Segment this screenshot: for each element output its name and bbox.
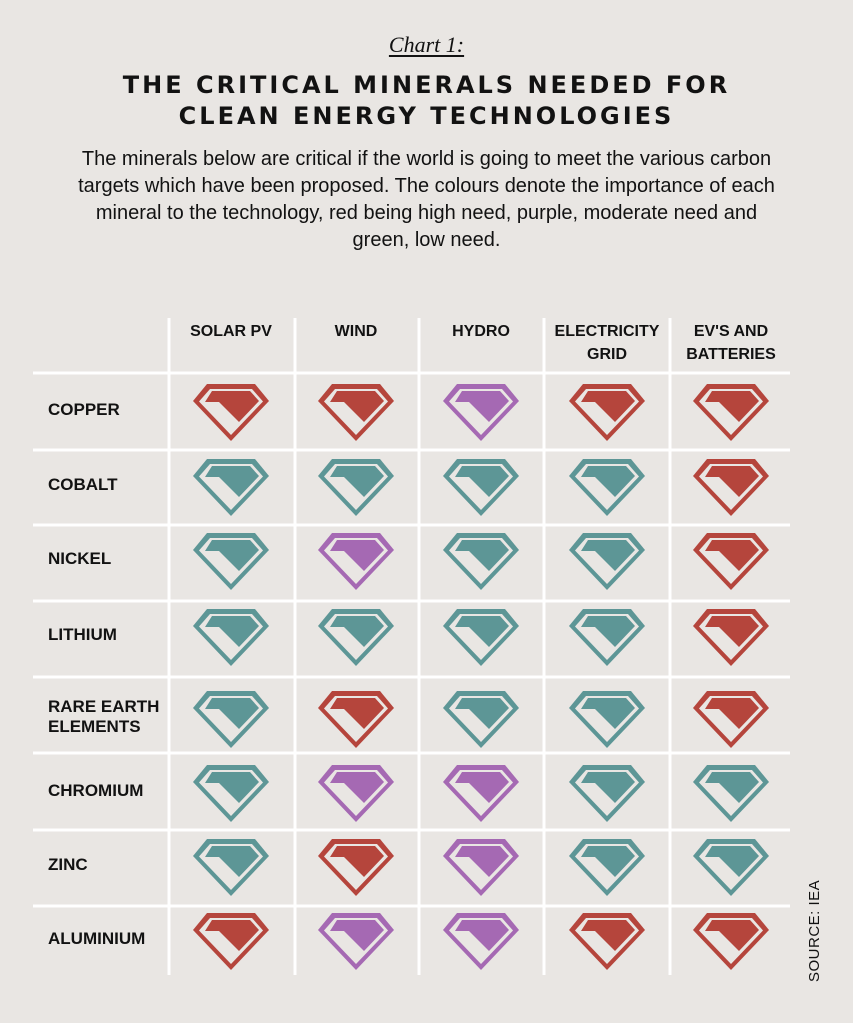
row-label-copper: COPPER bbox=[48, 400, 120, 419]
gem-rare-earth-elements-ev-s-and-batteries-high bbox=[693, 691, 769, 748]
gem-lithium-wind-low bbox=[318, 609, 394, 666]
column-header-hydro: HYDRO bbox=[452, 323, 510, 340]
gem-zinc-electricity-grid-low bbox=[569, 839, 645, 896]
gem-aluminium-wind-moderate bbox=[318, 913, 394, 970]
chart-title: THE CRITICAL MINERALS NEEDED FOR CLEAN E… bbox=[0, 70, 853, 132]
chart-title-line-1: THE CRITICAL MINERALS NEEDED FOR bbox=[122, 71, 731, 99]
gem-aluminium-ev-s-and-batteries-high bbox=[693, 913, 769, 970]
chart-title-line-2: CLEAN ENERGY TECHNOLOGIES bbox=[178, 102, 675, 130]
column-header-solar-pv: SOLAR PV bbox=[190, 323, 272, 340]
gem-rare-earth-elements-wind-high bbox=[318, 691, 394, 748]
chart-label: Chart 1: bbox=[388, 32, 465, 57]
gem-nickel-hydro-low bbox=[443, 533, 519, 590]
gem-zinc-wind-high bbox=[318, 839, 394, 896]
gem-nickel-wind-moderate bbox=[318, 533, 394, 590]
row-label-aluminium: ALUMINIUM bbox=[48, 929, 145, 948]
gem-nickel-solar-pv-low bbox=[193, 533, 269, 590]
gem-copper-ev-s-and-batteries-high bbox=[693, 384, 769, 441]
gem-lithium-electricity-grid-low bbox=[569, 609, 645, 666]
gem-chromium-hydro-moderate bbox=[443, 765, 519, 822]
gem-cobalt-ev-s-and-batteries-high bbox=[693, 459, 769, 516]
gem-nickel-electricity-grid-low bbox=[569, 533, 645, 590]
gem-zinc-solar-pv-low bbox=[193, 839, 269, 896]
gem-aluminium-solar-pv-high bbox=[193, 913, 269, 970]
gem-chromium-wind-moderate bbox=[318, 765, 394, 822]
gem-lithium-solar-pv-low bbox=[193, 609, 269, 666]
column-header-electricity-grid: ELECTRICITY GRID bbox=[555, 323, 660, 363]
row-label-lithium: LITHIUM bbox=[48, 625, 117, 644]
gem-rare-earth-elements-solar-pv-low bbox=[193, 691, 269, 748]
row-label-nickel: NICKEL bbox=[48, 549, 111, 568]
gem-chromium-electricity-grid-low bbox=[569, 765, 645, 822]
gem-zinc-ev-s-and-batteries-low bbox=[693, 839, 769, 896]
gem-lithium-ev-s-and-batteries-high bbox=[693, 609, 769, 666]
gem-chromium-ev-s-and-batteries-low bbox=[693, 765, 769, 822]
gem-copper-electricity-grid-high bbox=[569, 384, 645, 441]
column-header-ev-s-and-batteries: EV'S AND BATTERIES bbox=[686, 323, 776, 363]
gem-rare-earth-elements-hydro-low bbox=[443, 691, 519, 748]
row-label-zinc: ZINC bbox=[48, 855, 88, 874]
gem-chromium-solar-pv-low bbox=[193, 765, 269, 822]
gem-rare-earth-elements-electricity-grid-low bbox=[569, 691, 645, 748]
gem-lithium-hydro-low bbox=[443, 609, 519, 666]
column-header-wind: WIND bbox=[335, 323, 378, 340]
gem-cobalt-electricity-grid-low bbox=[569, 459, 645, 516]
row-label-chromium: CHROMIUM bbox=[48, 781, 143, 800]
gem-copper-wind-high bbox=[318, 384, 394, 441]
gem-aluminium-hydro-moderate bbox=[443, 913, 519, 970]
source-note: SOURCE: IEA bbox=[806, 879, 823, 982]
gem-copper-solar-pv-high bbox=[193, 384, 269, 441]
gem-nickel-ev-s-and-batteries-high bbox=[693, 533, 769, 590]
chart-description: The minerals below are critical if the w… bbox=[78, 148, 775, 251]
gem-cobalt-wind-low bbox=[318, 459, 394, 516]
row-label-cobalt: COBALT bbox=[48, 475, 118, 494]
gem-cobalt-solar-pv-low bbox=[193, 459, 269, 516]
gem-copper-hydro-moderate bbox=[443, 384, 519, 441]
gem-cobalt-hydro-low bbox=[443, 459, 519, 516]
gem-aluminium-electricity-grid-high bbox=[569, 913, 645, 970]
row-label-rare-earth-elements: RARE EARTH ELEMENTS bbox=[48, 697, 159, 736]
gem-zinc-hydro-moderate bbox=[443, 839, 519, 896]
